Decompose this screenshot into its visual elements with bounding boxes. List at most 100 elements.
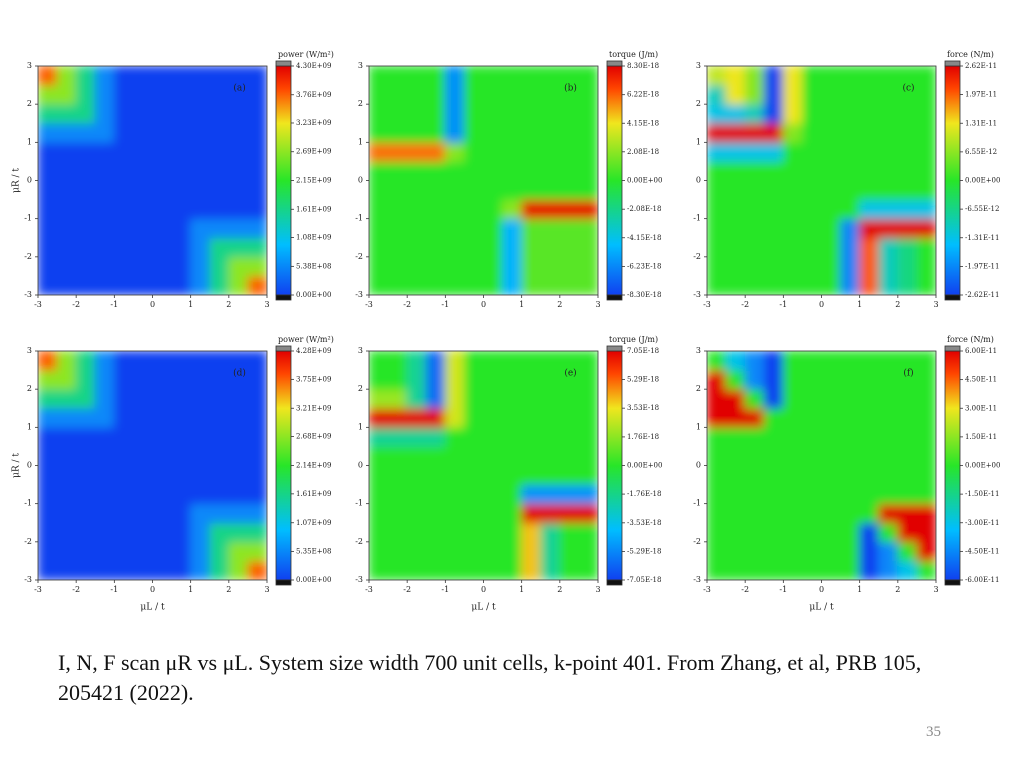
heatmap-cell xyxy=(483,388,504,409)
heatmap-cell xyxy=(725,218,746,239)
heatmap-cell xyxy=(540,445,561,466)
heatmap-cell xyxy=(707,522,727,543)
colorbar-tick-label: 2.69E+09 xyxy=(296,148,331,156)
heatmap-cell xyxy=(152,66,173,86)
heatmap-cell xyxy=(94,180,115,201)
heatmap-cell xyxy=(209,122,230,143)
heatmap-cell xyxy=(56,465,77,486)
heatmap-cell xyxy=(707,407,727,428)
heatmap-cell xyxy=(725,103,746,124)
heatmap-cell xyxy=(190,103,211,124)
heatmap-cell xyxy=(540,351,561,371)
heatmap-cell xyxy=(56,522,77,543)
heatmap-cell xyxy=(897,180,918,201)
heatmap-cell xyxy=(209,160,230,181)
heatmap-cell xyxy=(94,160,115,181)
heatmap-cell xyxy=(463,407,484,428)
heatmap-cell xyxy=(859,465,880,486)
heatmap-cell xyxy=(132,560,153,580)
heatmap-cell xyxy=(444,541,465,562)
heatmap-cell xyxy=(152,275,173,295)
heatmap-cell xyxy=(38,445,58,466)
heatmap-cell xyxy=(152,141,173,162)
heatmap-cell xyxy=(707,275,727,295)
heatmap-cell xyxy=(821,199,842,220)
heatmap-cell xyxy=(406,84,427,105)
heatmap-cell xyxy=(801,560,822,580)
heatmap-cell xyxy=(152,160,173,181)
heatmap-cell xyxy=(369,103,389,124)
heatmap-cell xyxy=(840,388,861,409)
heatmap-cell xyxy=(725,560,746,580)
heatmap-cell xyxy=(444,426,465,447)
heatmap-cell xyxy=(559,351,580,371)
heatmap-cell xyxy=(190,503,211,524)
heatmap-cell xyxy=(247,445,267,466)
heatmap-cell xyxy=(56,237,77,258)
heatmap-cell xyxy=(916,218,936,239)
heatmap-cell xyxy=(406,541,427,562)
heatmap-cell xyxy=(521,141,542,162)
heatmap-cell xyxy=(94,66,115,86)
heatmap-cell xyxy=(782,66,803,86)
x-tick-label: -3 xyxy=(365,300,373,309)
heatmap-cell xyxy=(463,503,484,524)
heatmap-cell xyxy=(75,369,96,390)
heatmap-cell xyxy=(387,218,408,239)
heatmap-cell xyxy=(132,218,153,239)
x-tick-label: -2 xyxy=(72,585,80,594)
heatmap-cell xyxy=(763,180,784,201)
heatmap-cell xyxy=(559,522,580,543)
heatmap-cell xyxy=(559,369,580,390)
x-tick-label: -2 xyxy=(403,300,411,309)
heatmap-cell xyxy=(840,541,861,562)
x-tick-label: -3 xyxy=(34,300,42,309)
heatmap-cell xyxy=(463,445,484,466)
panel-label: (f) xyxy=(903,368,913,379)
heatmap-cell xyxy=(897,369,918,390)
heatmap-cell xyxy=(406,369,427,390)
heatmap-cell xyxy=(406,407,427,428)
heatmap-cell xyxy=(840,275,861,295)
heatmap-cell xyxy=(897,484,918,505)
heatmap-cell xyxy=(521,256,542,277)
heatmap-cell xyxy=(763,445,784,466)
heatmap-cell xyxy=(387,237,408,258)
heatmap-cell xyxy=(916,122,936,143)
heatmap-area xyxy=(707,351,936,580)
heatmap-cell xyxy=(521,237,542,258)
heatmap-cell xyxy=(463,84,484,105)
heatmap-cell xyxy=(707,84,727,105)
heatmap-cell xyxy=(171,199,192,220)
heatmap-cell xyxy=(578,84,598,105)
heatmap-cell xyxy=(38,541,58,562)
colorbar-label: force (N/m) xyxy=(947,335,994,344)
heatmap-cell xyxy=(56,256,77,277)
colorbar-tick-label: -3.53E-18 xyxy=(627,519,661,527)
heatmap-cell xyxy=(228,275,249,295)
heatmap-cell xyxy=(247,351,267,371)
colorbar-tick-label: -4.50E-11 xyxy=(965,547,999,555)
heatmap-cell xyxy=(483,275,504,295)
x-tick-label: -1 xyxy=(441,300,449,309)
colorbar-tick-label: 5.35E+08 xyxy=(296,547,331,555)
heatmap-cell xyxy=(425,275,446,295)
heatmap-cell xyxy=(859,522,880,543)
heatmap-cell xyxy=(425,388,446,409)
x-tick-label: -2 xyxy=(403,585,411,594)
y-tick-label: 3 xyxy=(27,346,32,355)
heatmap-cell xyxy=(38,484,58,505)
heatmap-cell xyxy=(56,180,77,201)
heatmap-cell xyxy=(483,256,504,277)
heatmap-cell xyxy=(444,199,465,220)
heatmap-cell xyxy=(483,465,504,486)
heatmap-cell xyxy=(444,103,465,124)
heatmap-cell xyxy=(228,369,249,390)
heatmap-cell xyxy=(228,426,249,447)
heatmap-cell xyxy=(725,388,746,409)
heatmap-cell xyxy=(859,560,880,580)
heatmap-cell xyxy=(878,522,899,543)
heatmap-cell xyxy=(190,484,211,505)
heatmap-cell xyxy=(387,103,408,124)
heatmap-cell xyxy=(75,180,96,201)
